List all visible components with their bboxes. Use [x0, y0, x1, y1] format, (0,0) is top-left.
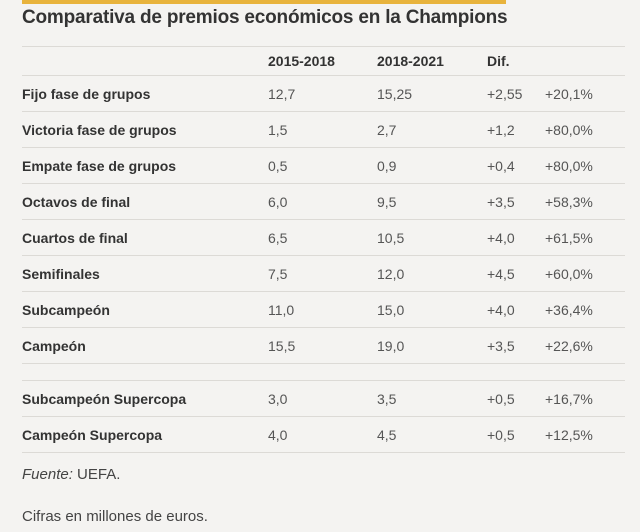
value-diff: +3,5 [487, 327, 545, 364]
row-label: Victoria fase de grupos [22, 111, 268, 148]
value-2018-2021: 12,0 [377, 255, 487, 292]
table-row: Campeón Supercopa 4,0 4,5 +0,5 +12,5% [22, 416, 625, 453]
value-2018-2021: 9,5 [377, 183, 487, 220]
accent-bar [22, 0, 506, 4]
table-row: Fijo fase de grupos 12,7 15,25 +2,55 +20,1% [22, 75, 625, 112]
value-2018-2021: 19,0 [377, 327, 487, 364]
row-label: Fijo fase de grupos [22, 75, 268, 112]
value-diff: +0,5 [487, 380, 545, 417]
table-row: Semifinales 7,5 12,0 +4,5 +60,0% [22, 255, 625, 292]
table-row: Subcampeón Supercopa 3,0 3,5 +0,5 +16,7% [22, 380, 625, 417]
value-pct: +22,6% [545, 327, 625, 364]
value-diff: +3,5 [487, 183, 545, 220]
value-2015-2018: 0,5 [268, 147, 377, 184]
table-row: Octavos de final 6,0 9,5 +3,5 +58,3% [22, 183, 625, 220]
row-label: Semifinales [22, 255, 268, 292]
value-2018-2021: 15,25 [377, 75, 487, 112]
value-pct: +61,5% [545, 219, 625, 256]
source-note: Fuente: UEFA. [22, 466, 120, 483]
value-diff: +4,0 [487, 219, 545, 256]
value-pct: +80,0% [545, 111, 625, 148]
units-note: Cifras en millones de euros. [22, 508, 208, 525]
value-diff: +2,55 [487, 75, 545, 112]
row-label: Campeón [22, 327, 268, 364]
value-2018-2021: 15,0 [377, 291, 487, 328]
table-row: Empate fase de grupos 0,5 0,9 +0,4 +80,0% [22, 147, 625, 184]
value-2018-2021: 10,5 [377, 219, 487, 256]
value-pct: +36,4% [545, 291, 625, 328]
table-row: Campeón 15,5 19,0 +3,5 +22,6% [22, 327, 625, 364]
row-label: Empate fase de grupos [22, 147, 268, 184]
value-diff: +4,0 [487, 291, 545, 328]
value-diff: +1,2 [487, 111, 545, 148]
table-row: Victoria fase de grupos 1,5 2,7 +1,2 +80,0% [22, 111, 625, 148]
prize-table: 2015-2018 2018-2021 Dif. Fijo fase de gr… [22, 46, 625, 453]
value-pct: +80,0% [545, 147, 625, 184]
value-2018-2021: 3,5 [377, 380, 487, 417]
spacer-row [22, 363, 625, 381]
value-diff: +4,5 [487, 255, 545, 292]
value-pct: +58,3% [545, 183, 625, 220]
row-label: Cuartos de final [22, 219, 268, 256]
value-2015-2018: 12,7 [268, 75, 377, 112]
value-pct: +20,1% [545, 75, 625, 112]
value-2015-2018: 7,5 [268, 255, 377, 292]
value-2018-2021: 2,7 [377, 111, 487, 148]
table-row: Subcampeón 11,0 15,0 +4,0 +36,4% [22, 291, 625, 328]
header-diff: Dif. [487, 46, 545, 76]
header-label [22, 46, 268, 76]
value-pct: +60,0% [545, 255, 625, 292]
value-2015-2018: 6,0 [268, 183, 377, 220]
value-2018-2021: 0,9 [377, 147, 487, 184]
header-2018-2021: 2018-2021 [377, 46, 487, 76]
value-2015-2018: 6,5 [268, 219, 377, 256]
spacer-cell [22, 363, 625, 381]
value-pct: +16,7% [545, 380, 625, 417]
table-header-row: 2015-2018 2018-2021 Dif. [22, 46, 625, 76]
source-value: UEFA. [72, 466, 121, 483]
value-2015-2018: 3,0 [268, 380, 377, 417]
value-diff: +0,5 [487, 416, 545, 453]
table-row: Cuartos de final 6,5 10,5 +4,0 +61,5% [22, 219, 625, 256]
table-title: Comparativa de premios económicos en la … [22, 7, 508, 28]
header-2015-2018: 2015-2018 [268, 46, 377, 76]
value-2015-2018: 1,5 [268, 111, 377, 148]
row-label: Campeón Supercopa [22, 416, 268, 453]
value-2015-2018: 4,0 [268, 416, 377, 453]
row-label: Subcampeón Supercopa [22, 380, 268, 417]
value-2015-2018: 15,5 [268, 327, 377, 364]
row-label: Octavos de final [22, 183, 268, 220]
source-label: Fuente: [22, 466, 73, 483]
value-2015-2018: 11,0 [268, 291, 377, 328]
value-diff: +0,4 [487, 147, 545, 184]
value-pct: +12,5% [545, 416, 625, 453]
value-2018-2021: 4,5 [377, 416, 487, 453]
row-label: Subcampeón [22, 291, 268, 328]
header-pct [545, 46, 625, 76]
